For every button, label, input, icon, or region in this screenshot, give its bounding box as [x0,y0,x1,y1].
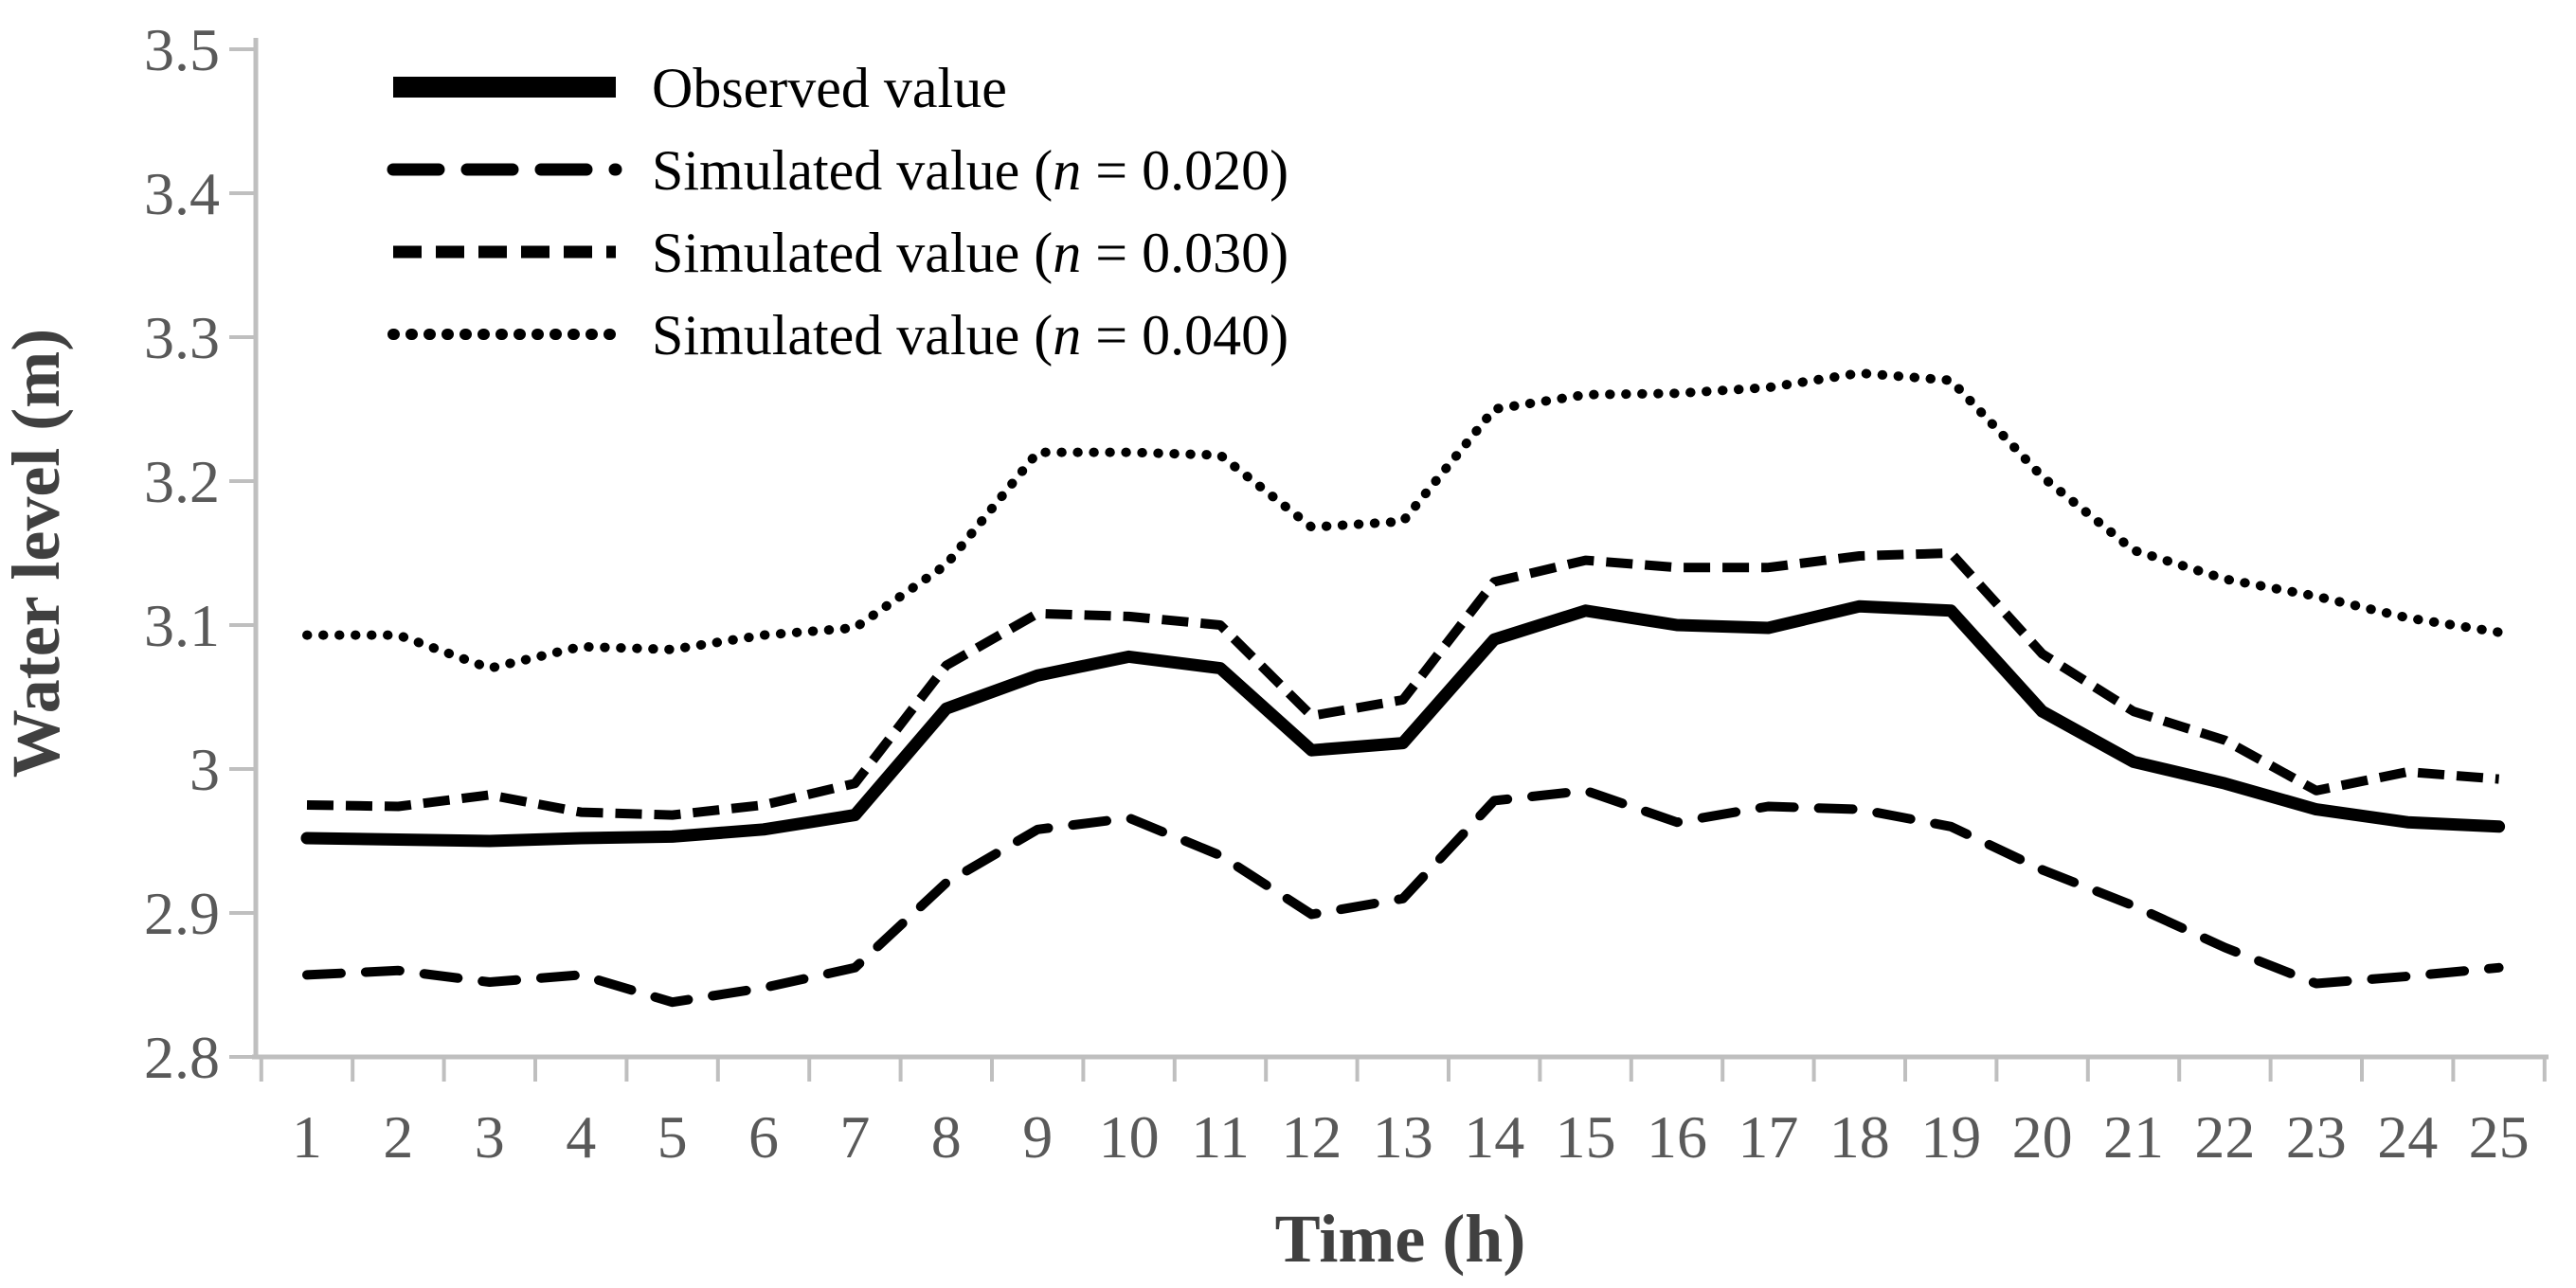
x-tick-label: 5 [658,1103,688,1171]
x-tick-label: 6 [748,1103,779,1171]
x-tick-label: 19 [1920,1103,1981,1171]
x-axis-title: Time (h) [1275,1201,1526,1277]
x-tick-label: 2 [383,1103,413,1171]
x-tick-label: 1 [292,1103,322,1171]
x-tick-label: 7 [839,1103,870,1171]
x-tick-label: 18 [1829,1103,1890,1171]
x-tick-label: 9 [1022,1103,1053,1171]
x-tick-label: 15 [1556,1103,1616,1171]
x-tick-label: 4 [566,1103,596,1171]
x-tick-label: 20 [2012,1103,2073,1171]
y-tick-label: 3 [189,736,220,803]
y-tick-label: 3.2 [144,448,220,515]
data-series [300,368,2506,1008]
x-tick-label: 16 [1647,1103,1707,1171]
legend-label-simulated-n-0030: Simulated value (n = 0.030) [652,222,1288,284]
x-tick-label: 22 [2194,1103,2255,1171]
series-line-simulated-n-0030 [306,548,2499,820]
legend-label-simulated-n-0040: Simulated value (n = 0.040) [652,304,1288,367]
x-tick-label: 17 [1738,1103,1798,1171]
x-tick-label: 10 [1099,1103,1160,1171]
x-tick-label: 21 [2103,1103,2164,1171]
series-line-simulated-n-0040 [302,368,2504,673]
series-line-observed [300,599,2506,848]
y-tick-label: 3.4 [144,160,220,227]
y-tick-label: 3.1 [144,592,220,659]
axes [229,38,2549,1082]
x-tick-label: 25 [2469,1103,2530,1171]
legend: Observed value Simulated value (n = 0.02… [387,57,1288,367]
y-tick-label: 2.8 [144,1024,220,1091]
x-tick-label: 12 [1281,1103,1342,1171]
y-tick-label: 2.9 [144,880,220,947]
x-tick-label: 23 [2286,1103,2347,1171]
y-tick-label: 3.3 [144,304,220,371]
x-tick-label: 3 [475,1103,505,1171]
tick-labels: 3.53.43.33.23.132.92.81 2 3 4 5 6 7 8 9 10 11 12 13 1… [144,16,2530,1171]
y-tick-label: 3.5 [144,16,220,83]
series-line-simulated-n-0020 [302,785,2504,1008]
x-tick-label: 8 [931,1103,962,1171]
legend-label-observed: Observed value [652,57,1007,119]
x-tick-label: 11 [1191,1103,1250,1171]
legend-label-simulated-n-0020: Simulated value (n = 0.020) [652,139,1288,202]
x-tick-label: 24 [2377,1103,2438,1171]
y-axis-title: Water level (m) [0,329,74,778]
x-tick-label: 13 [1373,1103,1433,1171]
x-tick-label: 14 [1464,1103,1524,1171]
